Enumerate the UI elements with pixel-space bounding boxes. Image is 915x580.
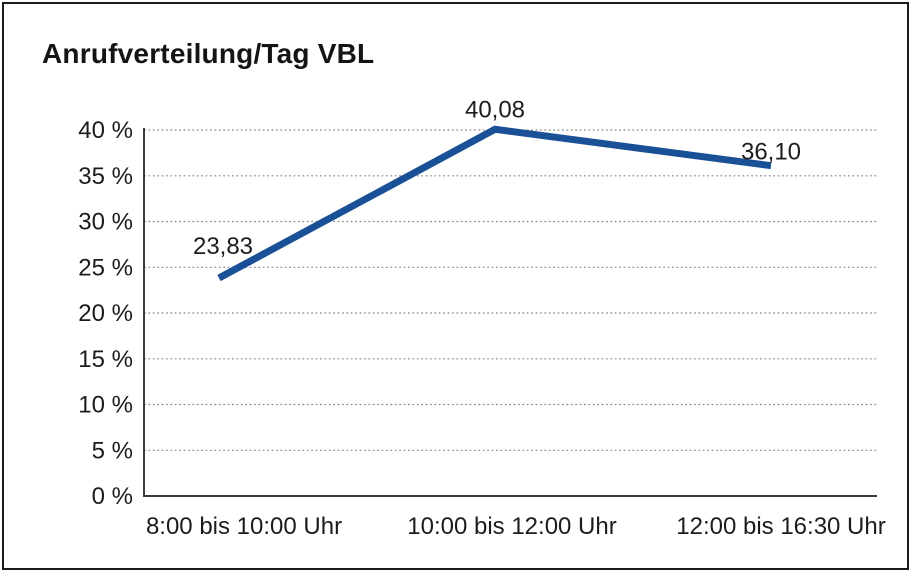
x-category-label: 8:00 bis 10:00 Uhr: [146, 513, 342, 540]
line-chart: 0 % 5 % 10 % 15 % 20 % 25 % 30 % 35 % 40 % 8:00 b…: [78, 96, 885, 540]
x-category-label: 12:00 bis 16:30 Uhr: [676, 513, 885, 540]
y-tick-label: 20 %: [78, 300, 133, 327]
chart-frame: Anrufverteilung/Tag VBL 0 % 5 % 10 % 15 % 20…: [2, 2, 909, 570]
x-category-label: 10:00 bis 12:00 Uhr: [407, 513, 616, 540]
data-point-label: 36,10: [741, 139, 801, 166]
y-tick-label: 15 %: [78, 346, 133, 373]
data-point-label: 23,83: [193, 233, 253, 260]
y-tick-label: 35 %: [78, 163, 133, 190]
y-tick-label: 30 %: [78, 209, 133, 236]
y-tick-label: 10 %: [78, 392, 133, 419]
y-tick-label: 5 %: [92, 437, 133, 464]
y-tick-label: 25 %: [78, 254, 133, 281]
chart-title: Anrufverteilung/Tag VBL: [42, 38, 375, 69]
data-point-label: 40,08: [465, 96, 525, 123]
data-line-series: [217, 125, 772, 282]
y-tick-label: 40 %: [78, 117, 133, 144]
y-tick-label: 0 %: [92, 483, 133, 510]
